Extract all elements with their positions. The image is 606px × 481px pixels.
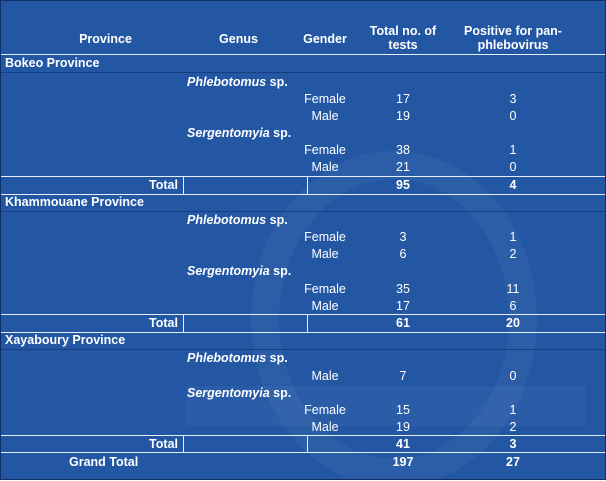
tests-cell: 21 (396, 160, 410, 174)
gender-cell: Female (304, 143, 346, 157)
positive-cell: 2 (509, 247, 517, 261)
tests-cell: 3 (399, 230, 407, 244)
gender-cell: Female (304, 230, 346, 244)
total-divider (307, 435, 308, 453)
total-positive: 3 (509, 437, 517, 451)
header-total-tests-2: tests (388, 38, 418, 52)
gender-cell: Male (311, 420, 339, 434)
gender-cell: Male (311, 299, 339, 313)
province-label: Xayaboury Province (5, 333, 126, 347)
total-divider (183, 435, 184, 453)
total-rule-top (1, 176, 605, 177)
header-province: Province (79, 32, 132, 46)
header-genus: Genus (219, 32, 258, 46)
positive-cell: 1 (509, 230, 517, 244)
positive-cell: 0 (509, 160, 517, 174)
header-total-tests-1: Total no. of (369, 24, 437, 38)
province-rule (1, 72, 605, 73)
positive-cell: 0 (509, 369, 517, 383)
tests-cell: 35 (396, 282, 410, 296)
tests-cell: 19 (396, 420, 410, 434)
total-positive: 20 (506, 316, 520, 330)
positive-cell: 1 (509, 403, 517, 417)
total-rule-bottom (1, 194, 605, 195)
positive-cell: 0 (509, 109, 517, 123)
genus-label: Sergentomyia sp. (187, 386, 292, 400)
gender-cell: Male (311, 247, 339, 261)
total-label: Total (149, 178, 178, 192)
province-label: Khammouane Province (5, 195, 144, 209)
tests-cell: 17 (396, 92, 410, 106)
positive-cell: 6 (509, 299, 517, 313)
total-positive: 4 (509, 178, 517, 192)
tests-cell: 15 (396, 403, 410, 417)
gender-cell: Male (311, 109, 339, 123)
tests-cell: 19 (396, 109, 410, 123)
tests-cell: 38 (396, 143, 410, 157)
tests-cell: 7 (399, 369, 407, 383)
total-tests: 41 (396, 437, 410, 451)
gender-cell: Female (304, 403, 346, 417)
grand-total-tests: 197 (392, 455, 414, 469)
genus-label: Phlebotomus sp. (187, 213, 288, 227)
total-label: Total (149, 437, 178, 451)
tests-cell: 17 (396, 299, 410, 313)
positive-cell: 3 (509, 92, 517, 106)
header-rule (1, 54, 605, 55)
positive-cell: 1 (509, 143, 517, 157)
gender-cell: Female (304, 92, 346, 106)
total-tests: 61 (396, 316, 410, 330)
total-divider (307, 314, 308, 332)
positive-cell: 11 (506, 282, 520, 296)
genus-label: Sergentomyia sp. (187, 126, 292, 140)
header-positive-2: phlebovirus (477, 38, 549, 52)
header-row: Province Genus Gender Total no. of tests… (1, 1, 605, 55)
positive-cell: 2 (509, 420, 517, 434)
total-rule-top (1, 314, 605, 315)
header-positive-1: Positive for pan- (464, 24, 562, 38)
total-tests: 95 (396, 178, 410, 192)
total-rule-bottom (1, 332, 605, 333)
genus-label: Phlebotomus sp. (187, 75, 288, 89)
total-divider (183, 176, 184, 194)
grand-total-positive: 27 (506, 455, 520, 469)
total-rule-top (1, 435, 605, 436)
gender-cell: Male (311, 369, 339, 383)
genus-label: Sergentomyia sp. (187, 264, 292, 278)
province-label: Bokeo Province (5, 56, 100, 70)
total-divider (183, 314, 184, 332)
province-rule (1, 211, 605, 212)
gender-cell: Male (311, 160, 339, 174)
grand-total-label: Grand Total (69, 455, 139, 469)
tests-cell: 6 (399, 247, 407, 261)
gender-cell: Female (304, 282, 346, 296)
total-label: Total (149, 316, 178, 330)
total-rule-bottom (1, 452, 605, 453)
genus-label: Phlebotomus sp. (187, 351, 288, 365)
province-rule (1, 349, 605, 350)
total-divider (307, 176, 308, 194)
header-gender: Gender (303, 32, 347, 46)
